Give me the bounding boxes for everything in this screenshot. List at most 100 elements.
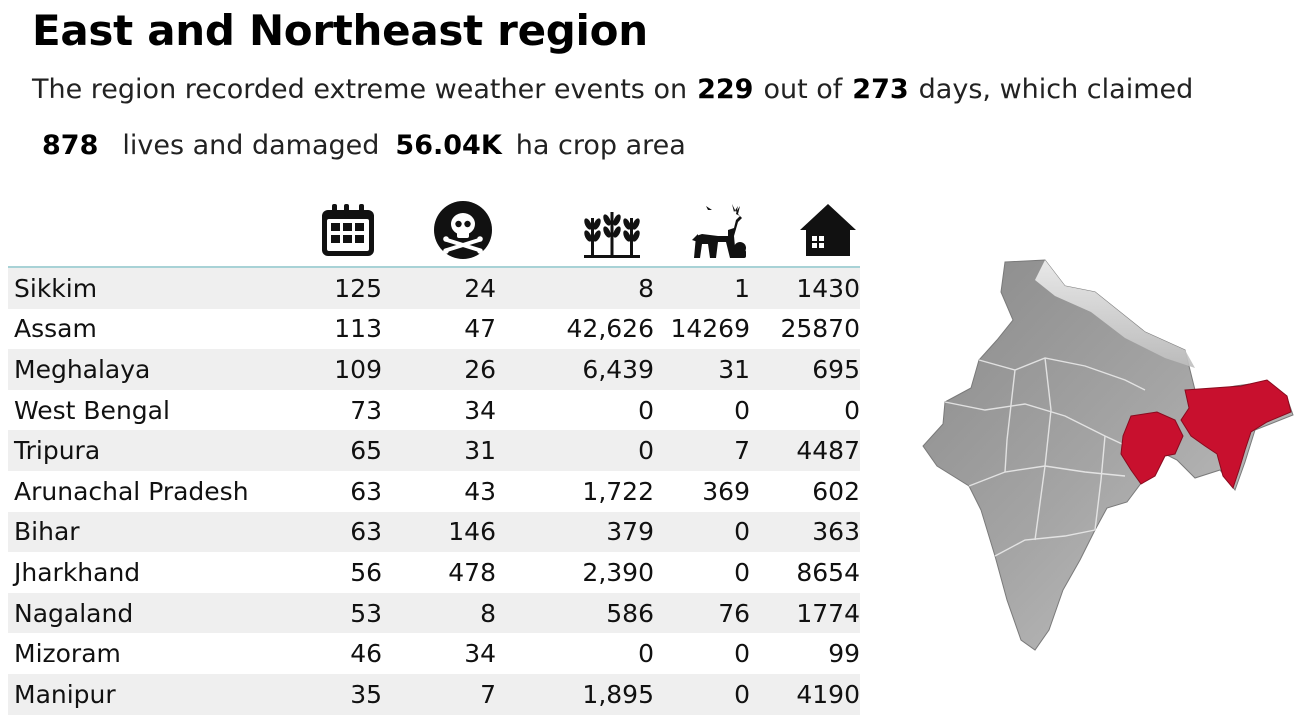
event-days: 125 (334, 273, 382, 303)
event-days: 109 (334, 354, 382, 384)
state-name: Nagaland (14, 598, 134, 628)
crops-icon (584, 212, 640, 258)
state-name: Sikkim (14, 273, 98, 303)
animals-lost: 0 (734, 395, 750, 425)
state-name: Meghalaya (14, 354, 151, 384)
deaths: 34 (464, 639, 496, 669)
houses-damaged: 4190 (796, 679, 860, 709)
header-divider (8, 266, 860, 268)
state-name: Tripura (14, 436, 101, 466)
days-count: 229 (697, 74, 754, 105)
deaths: 8 (480, 598, 496, 628)
crop-area: 2,390 (582, 557, 654, 587)
event-days: 63 (350, 517, 382, 547)
animals-icon (692, 204, 746, 258)
crop-area: 1,722 (582, 476, 654, 506)
east-states-shape (1120, 411, 1184, 485)
state-name: Assam (14, 314, 97, 344)
table-row: Sikkim 125 24 8 1 1430 (8, 268, 860, 309)
deaths: 478 (448, 557, 496, 587)
table-row: Manipur 35 7 1,895 0 4190 (8, 673, 860, 715)
animals-lost: 7 (734, 436, 750, 466)
animals-lost: 1 (734, 273, 750, 303)
crop-area: 42,626 (566, 314, 654, 344)
india-map (922, 259, 1294, 651)
animals-lost: 0 (734, 517, 750, 547)
event-days: 35 (350, 679, 382, 709)
summary-text: ha crop area (515, 130, 686, 161)
animals-lost: 0 (734, 639, 750, 669)
deaths: 34 (464, 395, 496, 425)
crop-area: 8 (638, 273, 654, 303)
houses-damaged: 695 (812, 354, 860, 384)
state-table: Sikkim 125 24 8 1 1430 Assam 113 47 42,6… (8, 266, 860, 715)
summary-text: lives and damaged (122, 130, 380, 161)
table-row: Tripura 65 31 0 7 4487 (8, 430, 860, 471)
skull-crossbones-icon (434, 201, 492, 259)
table-row: Arunachal Pradesh 63 43 1,722 369 602 (8, 471, 860, 512)
deaths: 146 (448, 517, 496, 547)
total-days: 273 (852, 74, 909, 105)
deaths: 47 (464, 314, 496, 344)
houses-damaged: 0 (844, 395, 860, 425)
animals-lost: 31 (718, 354, 750, 384)
summary-text: out of (763, 74, 843, 105)
house-icon (800, 204, 856, 256)
deaths: 7 (480, 679, 496, 709)
crop-area: 56.04K (395, 130, 502, 161)
state-name: Mizoram (14, 639, 121, 669)
crop-area: 1,895 (582, 679, 654, 709)
houses-damaged: 363 (812, 517, 860, 547)
summary-text: days, which claimed (918, 74, 1194, 105)
houses-damaged: 4487 (796, 436, 860, 466)
crop-area: 6,439 (582, 354, 654, 384)
crop-area: 586 (606, 598, 654, 628)
state-name: Jharkhand (14, 557, 141, 587)
deaths: 24 (464, 273, 496, 303)
animals-lost: 369 (702, 476, 750, 506)
event-days: 63 (350, 476, 382, 506)
table-row: Assam 113 47 42,626 14269 25870 (8, 309, 860, 350)
state-name: West Bengal (14, 395, 170, 425)
crop-area: 379 (606, 517, 654, 547)
event-days: 53 (350, 598, 382, 628)
state-name: Arunachal Pradesh (14, 476, 249, 506)
animals-lost: 14269 (670, 314, 750, 344)
houses-damaged: 99 (828, 639, 860, 669)
animals-lost: 76 (718, 598, 750, 628)
houses-damaged: 1774 (796, 598, 860, 628)
crop-area: 0 (638, 395, 654, 425)
page-title: East and Northeast region (32, 6, 648, 55)
highlighted-region (1120, 379, 1292, 490)
houses-damaged: 8654 (796, 557, 860, 587)
animals-lost: 0 (734, 557, 750, 587)
state-name: Bihar (14, 517, 80, 547)
deaths: 26 (464, 354, 496, 384)
deaths: 31 (464, 436, 496, 466)
event-days: 56 (350, 557, 382, 587)
event-days: 113 (334, 314, 382, 344)
table-row: Jharkhand 56 478 2,390 0 8654 (8, 552, 860, 593)
crop-area: 0 (638, 639, 654, 669)
table-row: West Bengal 73 34 0 0 0 (8, 390, 860, 431)
summary-line-1: The region recorded extreme weather even… (32, 74, 1193, 105)
table-row: Bihar 63 146 379 0 363 (8, 511, 860, 553)
state-borders (944, 357, 1146, 557)
deaths: 43 (464, 476, 496, 506)
state-name: Manipur (14, 679, 116, 709)
table-body: Sikkim 125 24 8 1 1430 Assam 113 47 42,6… (8, 268, 860, 715)
summary-line-2: 878 lives and damaged 56.04K ha crop area (42, 130, 686, 161)
animals-lost: 0 (734, 679, 750, 709)
calendar-icon (322, 204, 374, 256)
table-row: Mizoram 46 34 0 0 99 (8, 633, 860, 674)
event-days: 46 (350, 639, 382, 669)
lives-count: 878 (42, 130, 99, 161)
table-row: Meghalaya 109 26 6,439 31 695 (8, 349, 860, 390)
houses-damaged: 1430 (796, 273, 860, 303)
event-days: 65 (350, 436, 382, 466)
event-days: 73 (350, 395, 382, 425)
summary-text: The region recorded extreme weather even… (32, 74, 688, 105)
houses-damaged: 602 (812, 476, 860, 506)
crop-area: 0 (638, 436, 654, 466)
houses-damaged: 25870 (780, 314, 860, 344)
